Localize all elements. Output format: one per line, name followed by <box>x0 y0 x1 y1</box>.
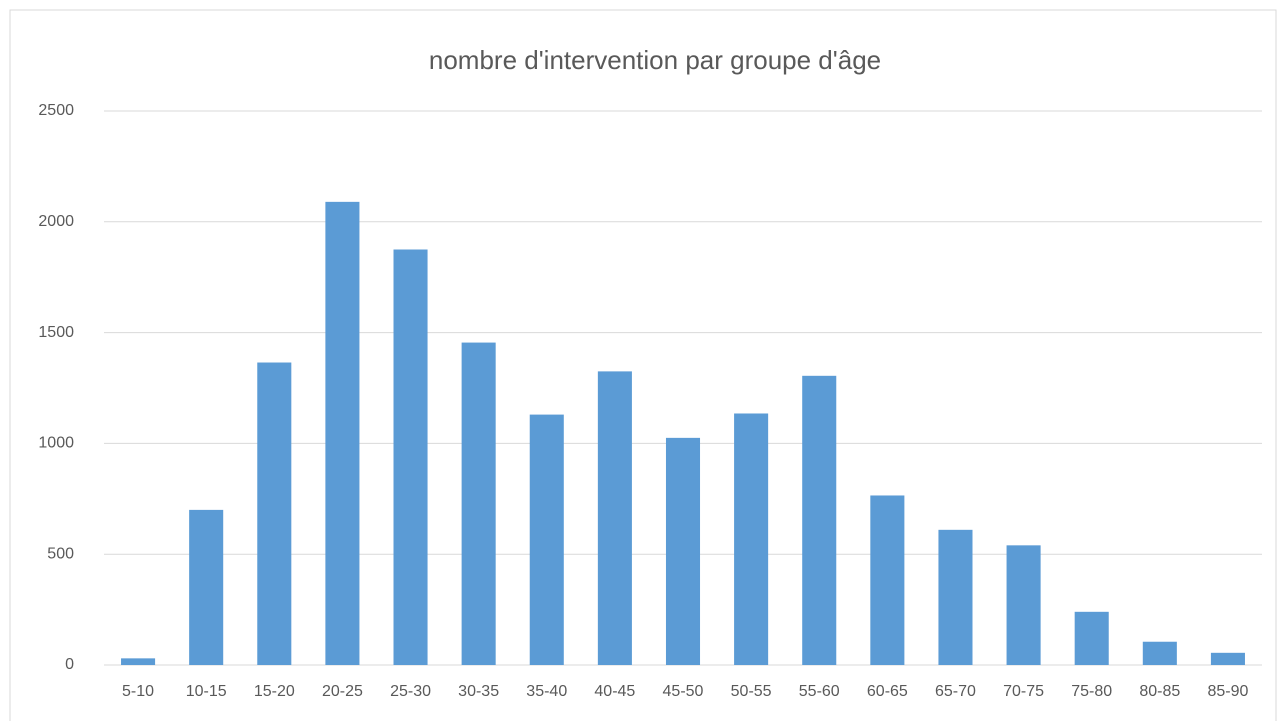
x-tick-label: 15-20 <box>254 683 295 700</box>
bar <box>938 529 973 665</box>
bar <box>1074 611 1109 665</box>
bar <box>1210 652 1245 665</box>
x-tick-label: 30-35 <box>458 683 499 700</box>
bar <box>734 413 769 665</box>
bar <box>1142 641 1177 665</box>
y-tick-label: 0 <box>65 656 74 673</box>
bar <box>325 201 360 665</box>
bar <box>802 375 837 665</box>
bar <box>665 437 701 665</box>
x-tick-label: 75-80 <box>1071 683 1112 700</box>
bar <box>461 342 496 665</box>
bar <box>597 371 632 665</box>
y-tick-label: 2500 <box>38 102 74 119</box>
x-tick-label: 65-70 <box>935 683 976 700</box>
y-tick-label: 500 <box>47 545 74 562</box>
bar <box>257 362 292 665</box>
bar <box>529 414 564 665</box>
x-tick-label: 40-45 <box>594 683 635 700</box>
chart-title: nombre d'intervention par groupe d'âge <box>429 45 881 75</box>
y-tick-label: 2000 <box>38 213 74 230</box>
x-tick-label: 20-25 <box>322 683 363 700</box>
bar <box>189 509 224 665</box>
x-tick-label: 50-55 <box>731 683 772 700</box>
bar <box>1006 545 1041 665</box>
y-tick-label: 1500 <box>38 324 74 341</box>
bar <box>393 249 428 665</box>
x-tick-label: 55-60 <box>799 683 840 700</box>
x-tick-label: 80-85 <box>1139 683 1180 700</box>
x-tick-label: 25-30 <box>390 683 431 700</box>
x-tick-label: 5-10 <box>122 683 154 700</box>
bar <box>121 658 156 665</box>
x-tick-label: 60-65 <box>867 683 908 700</box>
y-tick-label: 1000 <box>38 435 74 452</box>
x-tick-label: 45-50 <box>663 683 704 700</box>
x-tick-label: 85-90 <box>1207 683 1248 700</box>
bar <box>870 495 905 665</box>
x-tick-label: 35-40 <box>526 683 567 700</box>
x-tick-label: 70-75 <box>1003 683 1044 700</box>
x-tick-label: 10-15 <box>186 683 227 700</box>
